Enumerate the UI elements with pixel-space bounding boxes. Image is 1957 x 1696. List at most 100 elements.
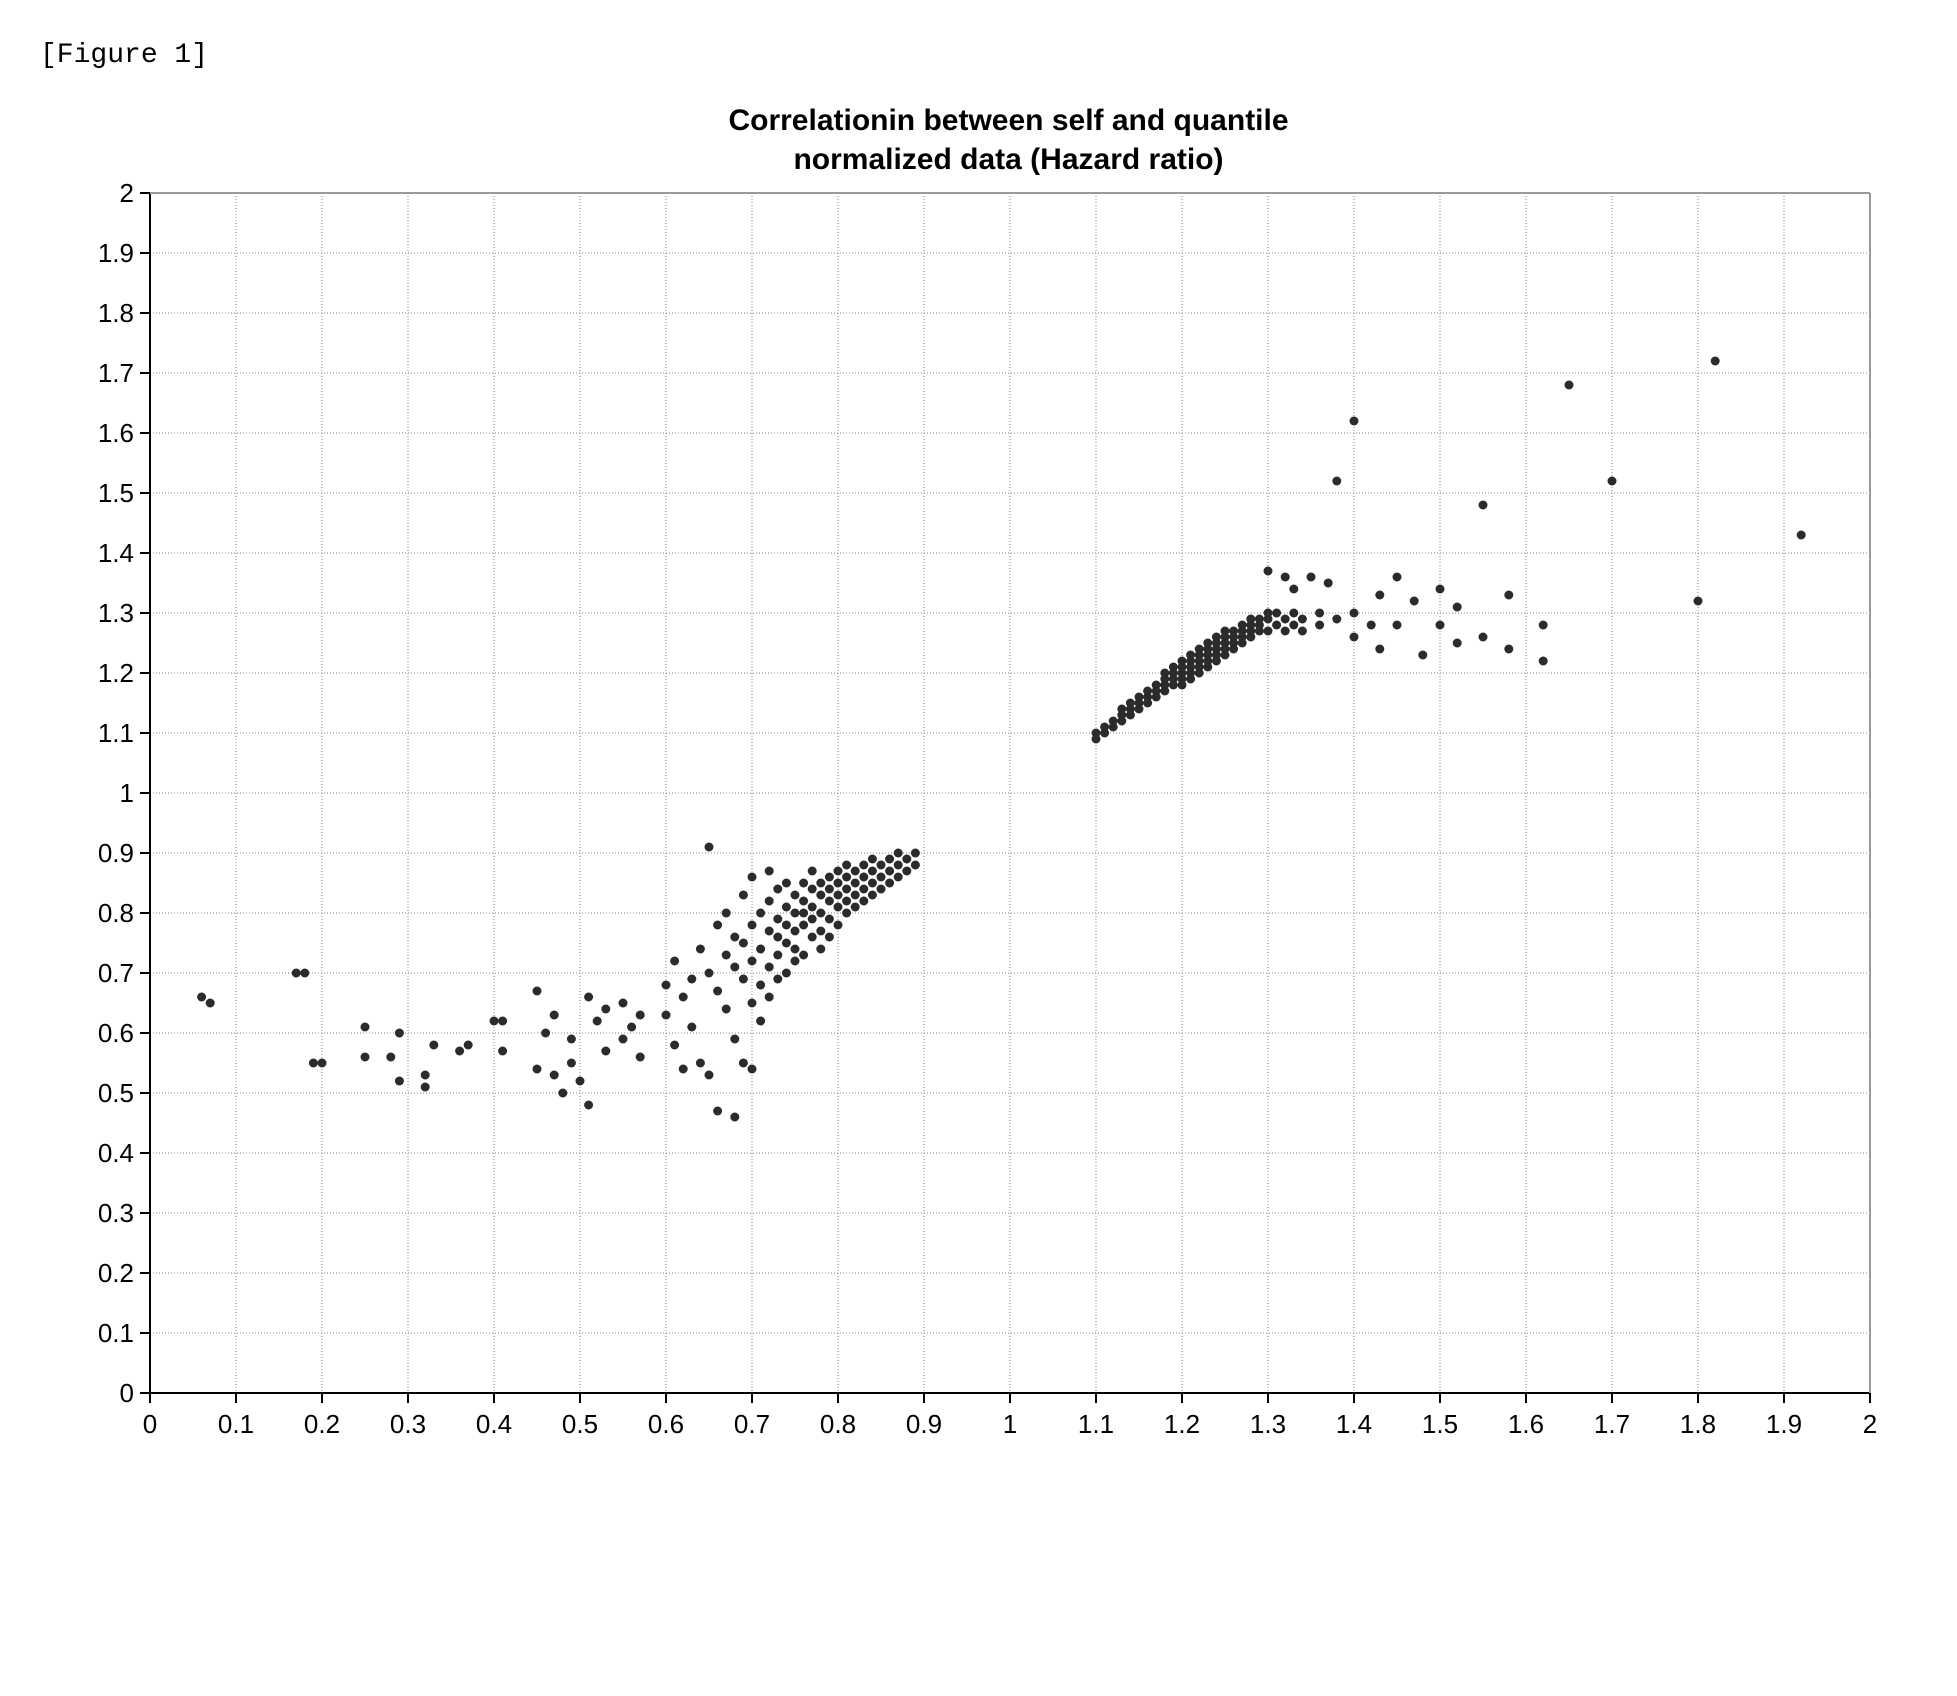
scatter-point bbox=[1117, 717, 1126, 726]
scatter-point bbox=[429, 1041, 438, 1050]
scatter-point bbox=[739, 1059, 748, 1068]
scatter-chart: 00.10.20.30.40.50.60.70.80.911.11.21.31.… bbox=[40, 183, 1917, 1463]
scatter-point bbox=[730, 963, 739, 972]
scatter-point bbox=[868, 867, 877, 876]
scatter-point bbox=[1195, 645, 1204, 654]
scatter-point bbox=[533, 987, 542, 996]
x-tick-label: 1.4 bbox=[1336, 1409, 1372, 1439]
scatter-point bbox=[1152, 681, 1161, 690]
scatter-point bbox=[584, 1101, 593, 1110]
scatter-point bbox=[825, 873, 834, 882]
scatter-point bbox=[498, 1047, 507, 1056]
scatter-point bbox=[834, 891, 843, 900]
scatter-point bbox=[558, 1089, 567, 1098]
scatter-point bbox=[1238, 621, 1247, 630]
scatter-point bbox=[911, 849, 920, 858]
scatter-point bbox=[748, 999, 757, 1008]
scatter-point bbox=[756, 1017, 765, 1026]
scatter-point bbox=[1539, 621, 1548, 630]
chart-title-line2: normalized data (Hazard ratio) bbox=[793, 143, 1223, 176]
scatter-point bbox=[1281, 627, 1290, 636]
scatter-point bbox=[1350, 417, 1359, 426]
scatter-point bbox=[1281, 573, 1290, 582]
y-tick-label: 0.2 bbox=[98, 1258, 134, 1288]
scatter-point bbox=[593, 1017, 602, 1026]
scatter-point bbox=[868, 855, 877, 864]
scatter-point bbox=[816, 891, 825, 900]
scatter-point bbox=[825, 885, 834, 894]
scatter-point bbox=[808, 903, 817, 912]
scatter-point bbox=[791, 891, 800, 900]
y-tick-label: 1.6 bbox=[98, 418, 134, 448]
scatter-point bbox=[808, 915, 817, 924]
scatter-point bbox=[1289, 609, 1298, 618]
scatter-point bbox=[1332, 477, 1341, 486]
scatter-point bbox=[713, 921, 722, 930]
y-tick-label: 1 bbox=[120, 778, 134, 808]
scatter-point bbox=[808, 933, 817, 942]
chart-svg: 00.10.20.30.40.50.60.70.80.911.11.21.31.… bbox=[40, 183, 1890, 1463]
scatter-point bbox=[713, 987, 722, 996]
scatter-point bbox=[799, 897, 808, 906]
scatter-point bbox=[799, 921, 808, 930]
scatter-point bbox=[730, 933, 739, 942]
scatter-point bbox=[773, 885, 782, 894]
scatter-point bbox=[1539, 657, 1548, 666]
scatter-point bbox=[705, 969, 714, 978]
x-tick-label: 1.6 bbox=[1508, 1409, 1544, 1439]
scatter-point bbox=[877, 873, 886, 882]
x-tick-label: 2 bbox=[1863, 1409, 1877, 1439]
scatter-point bbox=[1264, 609, 1273, 618]
scatter-point bbox=[1453, 639, 1462, 648]
scatter-point bbox=[842, 909, 851, 918]
y-tick-label: 0.9 bbox=[98, 838, 134, 868]
scatter-point bbox=[1332, 615, 1341, 624]
x-tick-label: 1.5 bbox=[1422, 1409, 1458, 1439]
scatter-point bbox=[791, 957, 800, 966]
scatter-point bbox=[1504, 591, 1513, 600]
scatter-point bbox=[713, 1107, 722, 1116]
y-tick-label: 1.3 bbox=[98, 598, 134, 628]
y-tick-label: 0.7 bbox=[98, 958, 134, 988]
scatter-point bbox=[739, 891, 748, 900]
scatter-point bbox=[1264, 627, 1273, 636]
scatter-point bbox=[765, 897, 774, 906]
scatter-point bbox=[1375, 591, 1384, 600]
y-tick-label: 1.2 bbox=[98, 658, 134, 688]
scatter-point bbox=[300, 969, 309, 978]
scatter-point bbox=[851, 891, 860, 900]
scatter-point bbox=[877, 861, 886, 870]
scatter-point bbox=[851, 867, 860, 876]
scatter-point bbox=[1504, 645, 1513, 654]
scatter-point bbox=[748, 1065, 757, 1074]
y-tick-label: 0.8 bbox=[98, 898, 134, 928]
scatter-point bbox=[601, 1005, 610, 1014]
scatter-point bbox=[868, 891, 877, 900]
scatter-point bbox=[722, 951, 731, 960]
scatter-point bbox=[799, 879, 808, 888]
scatter-point bbox=[894, 849, 903, 858]
y-tick-label: 1.7 bbox=[98, 358, 134, 388]
scatter-point bbox=[885, 879, 894, 888]
scatter-point bbox=[1418, 651, 1427, 660]
scatter-point bbox=[885, 867, 894, 876]
scatter-point bbox=[705, 843, 714, 852]
scatter-point bbox=[756, 945, 765, 954]
scatter-point bbox=[773, 933, 782, 942]
scatter-point bbox=[765, 927, 774, 936]
scatter-point bbox=[567, 1035, 576, 1044]
scatter-point bbox=[1092, 735, 1101, 744]
scatter-point bbox=[816, 927, 825, 936]
scatter-point bbox=[825, 897, 834, 906]
x-tick-label: 1.8 bbox=[1680, 1409, 1716, 1439]
scatter-point bbox=[1264, 567, 1273, 576]
scatter-point bbox=[361, 1023, 370, 1032]
scatter-point bbox=[1315, 609, 1324, 618]
x-tick-label: 1 bbox=[1003, 1409, 1017, 1439]
scatter-point bbox=[791, 909, 800, 918]
scatter-point bbox=[670, 957, 679, 966]
scatter-point bbox=[1367, 621, 1376, 630]
scatter-point bbox=[464, 1041, 473, 1050]
scatter-point bbox=[1229, 627, 1238, 636]
scatter-point bbox=[1126, 711, 1135, 720]
